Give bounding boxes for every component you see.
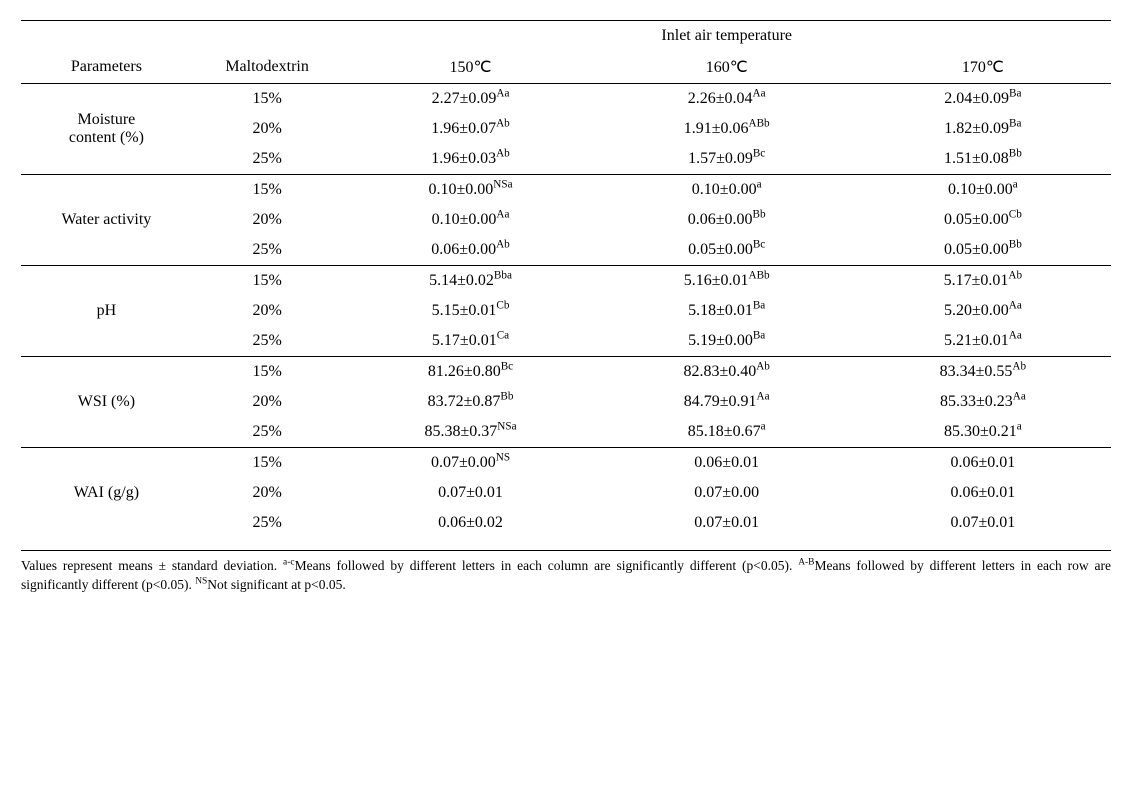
data-cell: 0.10±0.00Aa — [342, 205, 598, 235]
data-cell: 0.06±0.01 — [855, 448, 1111, 479]
header-inlet-air-temperature: Inlet air temperature — [342, 21, 1111, 52]
data-cell: 0.05±0.00Cb — [855, 205, 1111, 235]
data-cell: 2.04±0.09Ba — [855, 84, 1111, 115]
data-cell: 2.26±0.04Aa — [599, 84, 855, 115]
maltodextrin-value: 20% — [192, 296, 343, 326]
data-cell: 0.07±0.01 — [342, 478, 598, 508]
data-cell: 83.34±0.55Ab — [855, 357, 1111, 388]
data-cell: 0.05±0.00Bb — [855, 235, 1111, 265]
maltodextrin-value: 20% — [192, 114, 343, 144]
data-cell: 81.26±0.80Bc — [342, 357, 598, 388]
data-cell: 5.21±0.01Aa — [855, 326, 1111, 356]
data-cell: 0.07±0.00 — [599, 478, 855, 508]
header-temp-2: 170℃ — [855, 51, 1111, 84]
parameter-label: Moisture content (%) — [21, 84, 192, 175]
header-temp-0: 150℃ — [342, 51, 598, 84]
data-cell: 5.15±0.01Cb — [342, 296, 598, 326]
data-cell: 1.96±0.03Ab — [342, 144, 598, 174]
maltodextrin-value: 15% — [192, 266, 343, 297]
data-cell: 0.10±0.00NSa — [342, 175, 598, 206]
data-cell: 0.06±0.00Ab — [342, 235, 598, 265]
data-cell: 85.30±0.21a — [855, 417, 1111, 447]
data-cell: 0.06±0.01 — [855, 478, 1111, 508]
data-cell: 0.07±0.00NS — [342, 448, 598, 479]
data-cell: 5.18±0.01Ba — [599, 296, 855, 326]
data-cell: 0.06±0.00Bb — [599, 205, 855, 235]
table-body: Inlet air temperature ParametersMaltodext… — [21, 21, 1111, 551]
data-table: Inlet air temperature ParametersMaltodext… — [21, 20, 1111, 551]
data-cell: 85.18±0.67a — [599, 417, 855, 447]
data-cell: 5.16±0.01ABb — [599, 266, 855, 297]
maltodextrin-value: 25% — [192, 417, 343, 447]
data-cell: 83.72±0.87Bb — [342, 387, 598, 417]
maltodextrin-value: 15% — [192, 448, 343, 479]
data-cell: 1.91±0.06ABb — [599, 114, 855, 144]
data-cell: 5.17±0.01Ca — [342, 326, 598, 356]
data-cell: 5.14±0.02Bba — [342, 266, 598, 297]
table-footnotes: Values represent means ± standard deviat… — [21, 557, 1111, 595]
data-cell: 0.06±0.01 — [599, 448, 855, 479]
maltodextrin-value: 20% — [192, 205, 343, 235]
data-cell: 0.07±0.01 — [855, 508, 1111, 538]
maltodextrin-value: 25% — [192, 144, 343, 174]
data-cell: 0.07±0.01 — [599, 508, 855, 538]
data-cell: 85.33±0.23Aa — [855, 387, 1111, 417]
header-temp-1: 160℃ — [599, 51, 855, 84]
maltodextrin-value: 25% — [192, 508, 343, 538]
maltodextrin-value: 15% — [192, 84, 343, 115]
parameter-label: pH — [21, 266, 192, 357]
maltodextrin-value: 15% — [192, 357, 343, 388]
maltodextrin-value: 25% — [192, 235, 343, 265]
data-cell: 1.57±0.09Bc — [599, 144, 855, 174]
data-cell: 2.27±0.09Aa — [342, 84, 598, 115]
header-parameters: Parameters — [21, 51, 192, 84]
maltodextrin-value: 25% — [192, 326, 343, 356]
data-cell: 84.79±0.91Aa — [599, 387, 855, 417]
parameter-label: WAI (g/g) — [21, 448, 192, 539]
data-cell: 1.51±0.08Bb — [855, 144, 1111, 174]
maltodextrin-value: 15% — [192, 175, 343, 206]
data-cell: 82.83±0.40Ab — [599, 357, 855, 388]
parameter-label: Water activity — [21, 175, 192, 266]
data-cell: 1.82±0.09Ba — [855, 114, 1111, 144]
data-cell: 5.20±0.00Aa — [855, 296, 1111, 326]
maltodextrin-value: 20% — [192, 387, 343, 417]
data-cell: 5.19±0.00Ba — [599, 326, 855, 356]
data-cell: 1.96±0.07Ab — [342, 114, 598, 144]
data-cell: 0.10±0.00a — [599, 175, 855, 206]
header-maltodextrin: Maltodextrin — [192, 51, 343, 84]
data-cell: 5.17±0.01Ab — [855, 266, 1111, 297]
maltodextrin-value: 20% — [192, 478, 343, 508]
data-cell: 85.38±0.37NSa — [342, 417, 598, 447]
data-table-container: Inlet air temperature ParametersMaltodext… — [21, 20, 1111, 595]
data-cell: 0.06±0.02 — [342, 508, 598, 538]
data-cell: 0.10±0.00a — [855, 175, 1111, 206]
parameter-label: WSI (%) — [21, 357, 192, 448]
data-cell: 0.05±0.00Bc — [599, 235, 855, 265]
